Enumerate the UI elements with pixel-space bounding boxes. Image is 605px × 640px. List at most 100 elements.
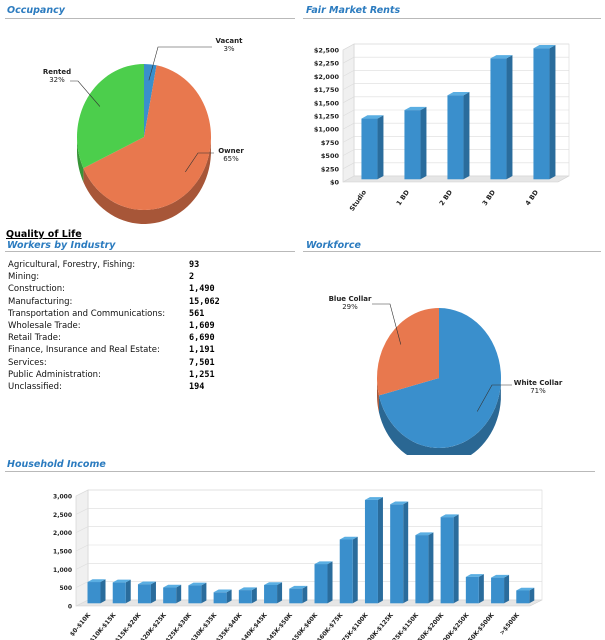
industry-row: Construction: 1,490 <box>8 283 248 295</box>
bar-top <box>404 106 427 111</box>
bar-side <box>506 55 513 180</box>
gridline-side <box>75 563 89 570</box>
bar-top <box>364 497 383 500</box>
income-divider <box>5 471 595 472</box>
industry-label: Services: <box>8 357 47 368</box>
bar-side <box>201 582 207 604</box>
y-tick-label: 2,500 <box>53 512 72 519</box>
industry-label: Mining: <box>8 272 40 283</box>
occupancy-divider <box>5 18 295 19</box>
gridline-side <box>342 83 355 90</box>
bar <box>163 587 177 604</box>
industry-row: Public Administration: 1,251 <box>8 369 248 381</box>
industry-row: Services: 7,501 <box>8 357 248 369</box>
bar-side <box>463 92 470 180</box>
pie-label: White Collar <box>514 379 563 387</box>
bar <box>440 517 454 604</box>
x-tick-label: $10K-$15K <box>89 612 118 640</box>
gridline-side <box>342 162 355 170</box>
y-tick-label: $2,000 <box>314 73 340 81</box>
bar-side <box>377 115 384 180</box>
pie-slice <box>83 65 212 210</box>
workforce-title: Workforce <box>306 240 361 251</box>
x-tick-label: $30K-$35K <box>190 612 219 640</box>
pie-leader-line <box>372 303 402 345</box>
bar <box>490 58 507 180</box>
x-tick-label: 1 BD <box>395 188 412 207</box>
y-tick-label: 1,500 <box>53 549 72 556</box>
pie-leader-line <box>148 46 212 81</box>
industry-row: Retail Trade: 6,690 <box>8 332 248 344</box>
gridline-side <box>342 136 355 143</box>
gridline-side <box>342 56 355 64</box>
bar-top <box>415 532 434 536</box>
bar <box>415 535 429 604</box>
x-tick-label: 2 BD <box>438 188 455 207</box>
x-tick-label: 4 BD <box>524 188 541 207</box>
bar-top <box>163 584 182 588</box>
pie-slice <box>378 308 502 448</box>
bar-top <box>137 581 156 585</box>
x-tick-label: $45K-$50K <box>265 612 294 640</box>
bar <box>238 590 252 604</box>
bar-side <box>150 581 156 604</box>
industry-value: 194 <box>189 381 205 392</box>
bar-top <box>238 587 257 591</box>
industry-value: 6,690 <box>189 333 215 344</box>
bar-side <box>226 589 232 604</box>
industry-row: Manufacturing: 15,062 <box>8 296 248 308</box>
bar-top <box>491 574 510 578</box>
x-tick-label: $50K-$60K <box>290 612 319 640</box>
gridline-side <box>342 149 355 156</box>
bar-top <box>112 579 131 583</box>
bar <box>364 499 378 604</box>
bar-top <box>490 55 513 59</box>
bar-side <box>549 45 556 180</box>
bar-top <box>465 574 484 577</box>
industry-label: Manufacturing: <box>8 296 73 307</box>
pie-label: Rented <box>43 68 71 76</box>
bar <box>390 504 404 604</box>
pie-slice <box>77 64 144 169</box>
industry-row: Unclassified: 194 <box>8 381 248 393</box>
bar <box>87 582 101 604</box>
industry-row: Transportation and Communications: 561 <box>8 308 248 320</box>
bar <box>339 539 353 604</box>
industry-label: Construction: <box>8 284 65 295</box>
y-tick-label: $1,000 <box>314 126 340 134</box>
x-tick-label: 3 BD <box>481 188 498 207</box>
bar-top <box>447 92 470 96</box>
bar-side <box>327 561 333 604</box>
bar <box>137 584 151 604</box>
y-tick-label: $500 <box>321 152 340 160</box>
y-tick-label: $2,250 <box>314 60 340 68</box>
gridline-side <box>342 175 355 183</box>
bar-side <box>251 587 257 604</box>
pie-slice-side <box>83 140 211 224</box>
bar <box>533 48 550 180</box>
industry-row: Agricultural, Forestry, Fishing: 93 <box>8 259 248 271</box>
bar <box>447 95 464 180</box>
industry-label: Public Administration: <box>8 369 101 380</box>
industry-row: Finance, Insurance and Real Estate: 1,191 <box>8 344 248 356</box>
bar-side <box>302 585 308 604</box>
y-tick-label: 3,000 <box>53 494 72 501</box>
y-tick-label: $0 <box>330 179 340 187</box>
industry-value: 15,062 <box>189 296 220 307</box>
industry-label: Unclassified: <box>8 381 62 392</box>
bar-side <box>277 582 283 604</box>
quality-of-life-title: Quality of Life <box>6 229 82 240</box>
bar <box>264 584 278 604</box>
pie-slice-side <box>377 378 379 413</box>
bar-side <box>377 497 383 604</box>
industry-value: 1,609 <box>189 320 215 331</box>
bar-top <box>87 579 106 583</box>
industry-row: Wholesale Trade: 1,609 <box>8 320 248 332</box>
gridline-side <box>75 508 89 515</box>
pie-percent: 3% <box>223 45 234 53</box>
occupancy-title: Occupancy <box>7 5 65 16</box>
gridline-side <box>75 526 89 533</box>
bar-side <box>478 574 484 604</box>
bar <box>491 577 505 604</box>
